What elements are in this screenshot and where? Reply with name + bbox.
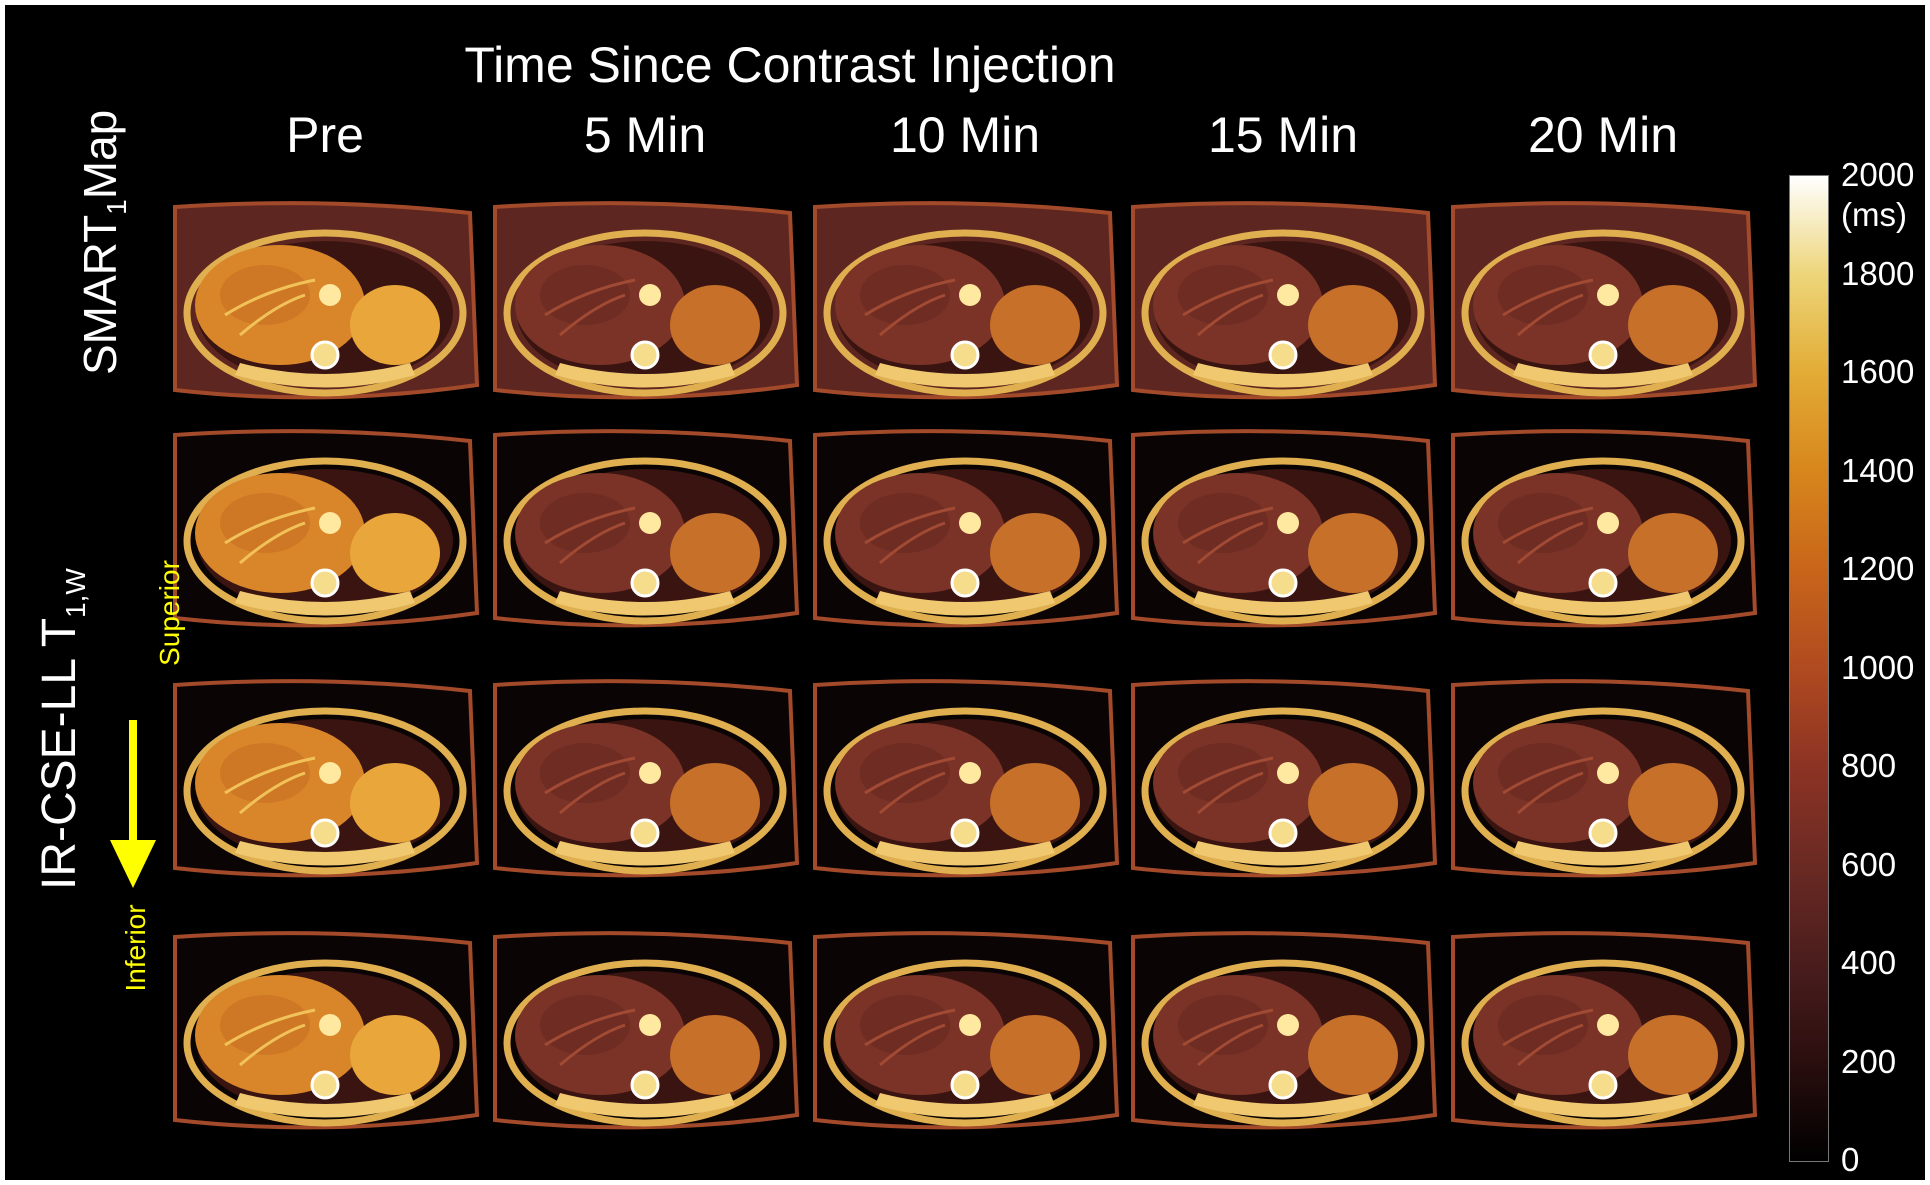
colorbar-tick-5: 1000 [1841,648,1915,686]
colorbar-tick-4: 1200 [1841,550,1915,587]
colorbar-tick-2: 1600 [1841,353,1915,390]
mri-slice-r1-c3 [1123,423,1443,638]
mri-slice-r3-c3 [1123,925,1443,1140]
ircse-label-main: IR-CSE-LL T [33,617,86,890]
column-header-4: 20 Min [1527,107,1679,163]
mri-slice-r0-c4 [1443,195,1763,410]
colorbar-unit: (ms) [1841,196,1907,233]
mri-slice-r1-c2 [805,423,1125,638]
mri-slice-r3-c4 [1443,925,1763,1140]
colorbar-tick-9: 200 [1841,1042,1897,1080]
superior-label: Superior [154,560,185,666]
mri-slice-r0-c0 [165,195,485,410]
smart-label-main: SMART [74,214,126,375]
smart-label-suffix: Map [74,109,126,200]
figure-panel: Time Since Contrast Injection Pre 5 Min 10… [5,5,1925,1180]
ircse-label-subscript: 1,W [60,568,91,618]
row-label-smart1-map: SMART1Map [70,110,132,375]
mri-slice-r3-c0 [165,925,485,1140]
mri-slice-r1-c1 [485,423,805,638]
mri-slice-r1-c0 [165,423,485,638]
mri-slice-r2-c2 [805,673,1125,888]
colorbar-tick-7: 600 [1841,845,1897,883]
column-header-3: 15 Min [1207,107,1359,163]
colorbar [1789,175,1829,1162]
colorbar-tick-10: 0 [1841,1141,1860,1178]
mri-slice-r2-c3 [1123,673,1443,888]
row-label-ir-cse-ll: IR-CSE-LL T1,W [30,568,91,890]
mri-slice-r3-c2 [805,925,1125,1140]
figure-title: Time Since Contrast Injection [464,37,1116,93]
down-arrow-icon [110,720,156,888]
mri-slice-r2-c4 [1443,673,1763,888]
mri-slice-r2-c0 [165,673,485,888]
smart-label-subscript: 1 [101,199,132,215]
inferior-label: Inferior [120,904,151,992]
mri-slice-r2-c1 [485,673,805,888]
mri-slice-r0-c1 [485,195,805,410]
colorbar-tick-0: 2000 [1841,156,1915,193]
mri-slice-r1-c4 [1443,423,1763,638]
colorbar-tick-3: 1400 [1841,451,1915,489]
colorbar-tick-6: 800 [1841,747,1897,784]
mri-slice-r0-c3 [1123,195,1443,410]
colorbar-tick-8: 400 [1841,944,1897,981]
column-header-1: 5 Min [583,107,707,163]
column-header-2: 10 Min [889,107,1041,163]
mri-slice-r3-c1 [485,925,805,1140]
mri-slice-r0-c2 [805,195,1125,410]
colorbar-tick-1: 1800 [1841,254,1915,292]
column-header-0: Pre [286,107,364,163]
